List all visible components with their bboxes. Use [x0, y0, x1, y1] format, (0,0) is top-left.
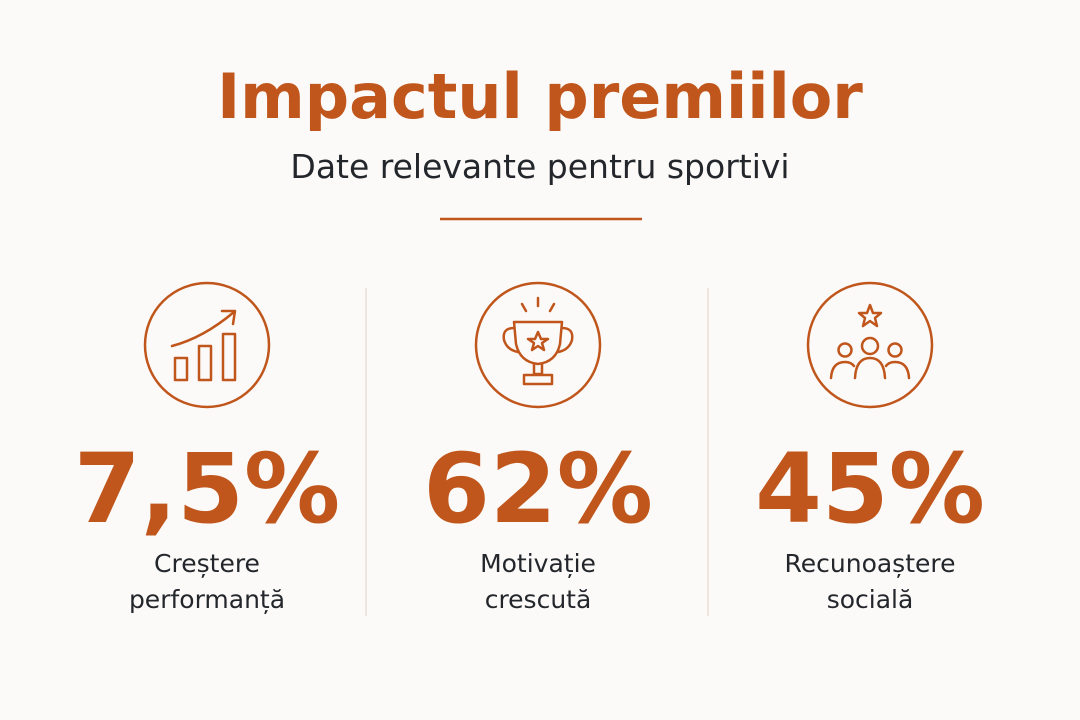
- stat-value: 62%: [423, 433, 653, 545]
- stat-label: performanță: [129, 585, 285, 614]
- stats: 7,5% Creștere performanță 62% Motivație cresc…: [74, 433, 985, 614]
- stat-label: crescută: [485, 585, 592, 614]
- stat-value: 7,5%: [74, 433, 340, 545]
- stat-label: socială: [827, 585, 914, 614]
- trophy-icon: [474, 281, 602, 409]
- community-icon: [806, 281, 934, 409]
- stat-label: Creștere: [154, 549, 260, 578]
- subtitle: Date relevante pentru sportivi: [290, 147, 789, 186]
- stat-value: 45%: [755, 433, 985, 545]
- stat-label: Recunoaștere: [785, 549, 956, 578]
- title: Impactul premiilor: [217, 60, 863, 133]
- stat-label: Motivație: [480, 549, 596, 578]
- growth-icon: [143, 281, 271, 409]
